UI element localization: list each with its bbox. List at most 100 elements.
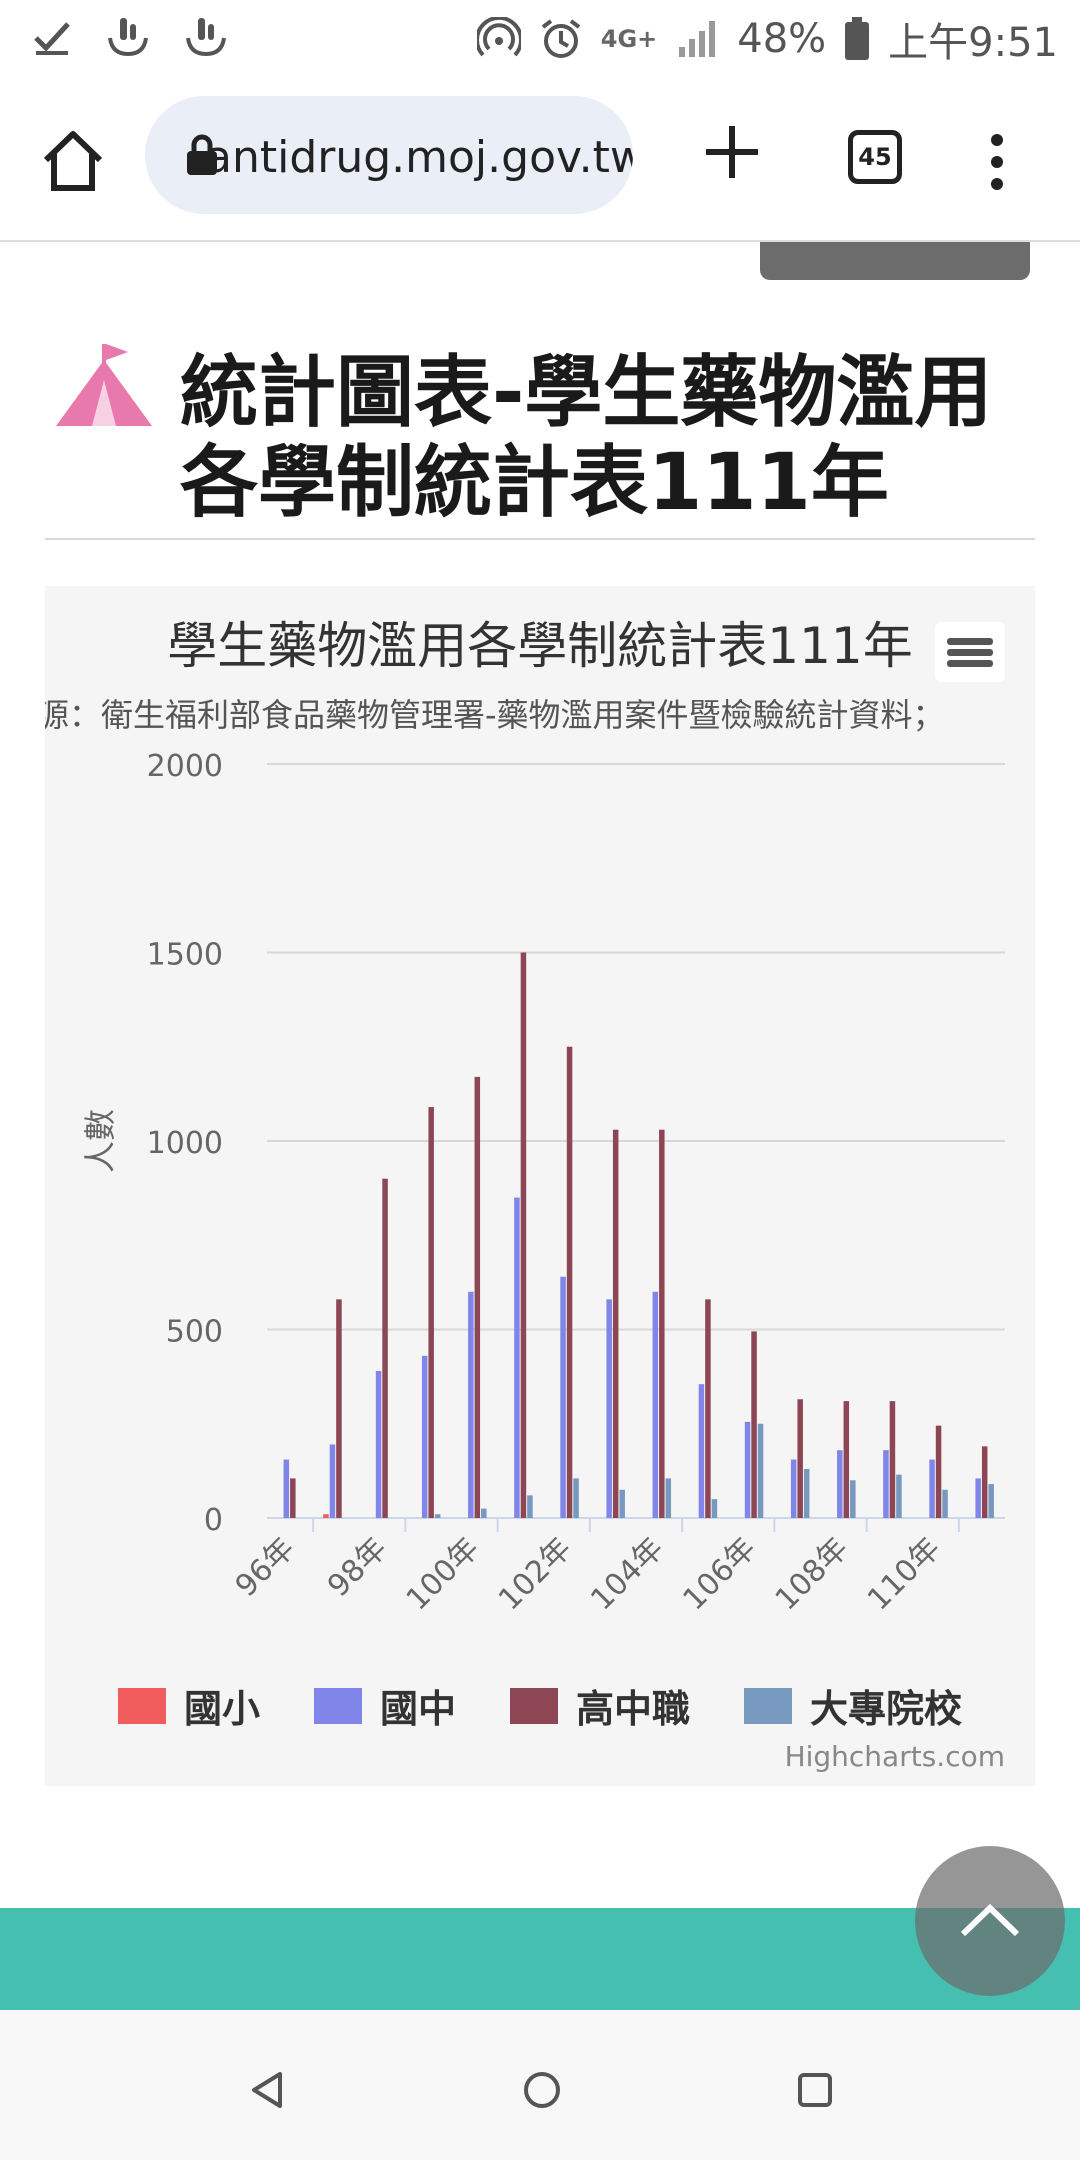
bar-大專院校-101年 bbox=[527, 1495, 533, 1518]
scroll-to-top-button[interactable] bbox=[915, 1846, 1065, 1996]
bar-chart: 0 500 1000 1500 2000 人數 96年 98年 100年 102年 104年 106年… bbox=[81, 749, 1005, 1617]
legend-item[interactable]: 大專院校 bbox=[744, 1678, 962, 1733]
bar-國中-99年 bbox=[421, 1355, 428, 1518]
chart-title: 學生藥物濫用各學制統計表111年 bbox=[167, 617, 913, 675]
back-to-home-button[interactable] bbox=[760, 242, 1030, 280]
system-status: 4G+ 48% 上午9:51 bbox=[476, 10, 1058, 68]
home-icon[interactable] bbox=[38, 126, 108, 196]
bar-高中職-106年 bbox=[751, 1331, 757, 1518]
bar-高中職-101年 bbox=[520, 952, 527, 1518]
bar-國中-98年 bbox=[375, 1370, 382, 1518]
y-tick-label: 1000 bbox=[147, 1126, 223, 1161]
legend-swatch bbox=[117, 1687, 166, 1724]
bar-高中職-110年 bbox=[935, 1425, 942, 1518]
bar-高中職-96年 bbox=[290, 1478, 296, 1518]
browser-toolbar: antidrug.moj.gov.tw 45 bbox=[0, 80, 1080, 242]
legend-swatch bbox=[313, 1687, 362, 1724]
x-tick-label: 100年 bbox=[400, 1531, 486, 1617]
bar-高中職-102年 bbox=[566, 1046, 573, 1518]
x-tick-label: 110年 bbox=[861, 1531, 947, 1617]
bar-國中-103年 bbox=[606, 1299, 612, 1518]
bar-國中-108年 bbox=[837, 1450, 843, 1518]
url-text: antidrug.moj.gov.tw bbox=[205, 132, 633, 183]
bar-國小-97年 bbox=[323, 1514, 329, 1518]
bar-高中職-104年 bbox=[659, 1129, 665, 1518]
x-tick-label: 102年 bbox=[492, 1531, 578, 1617]
lock-icon bbox=[187, 134, 217, 175]
chart-container: 0 500 1000 1500 2000 人數 96年 98年 100年 102年 104年 106年… bbox=[45, 586, 1035, 1786]
bar-大專院校-111年 bbox=[988, 1484, 994, 1518]
bar-高中職-100年 bbox=[474, 1076, 481, 1518]
bar-國中-101年 bbox=[514, 1197, 520, 1518]
x-tick-label: 106年 bbox=[677, 1531, 763, 1617]
chevron-up-icon bbox=[960, 1903, 1020, 1937]
bar-國中-106年 bbox=[744, 1421, 751, 1518]
y-axis-label: 人數 bbox=[81, 1109, 119, 1173]
battery-icon bbox=[845, 17, 870, 60]
bar-大專院校-110年 bbox=[942, 1489, 948, 1518]
y-tick-label: 2000 bbox=[147, 749, 223, 784]
tab-switcher-button[interactable]: 45 bbox=[848, 130, 902, 184]
y-tick-label: 1500 bbox=[147, 938, 223, 973]
x-tick-label: 96年 bbox=[229, 1531, 302, 1604]
bar-大專院校-109年 bbox=[896, 1474, 902, 1518]
url-value: antidrug.moj.gov.tw bbox=[205, 132, 633, 183]
hotspot-icon bbox=[476, 17, 521, 57]
home-circle-icon[interactable] bbox=[522, 2070, 562, 2110]
bar-國中-111年 bbox=[975, 1478, 981, 1518]
chart-credits[interactable]: Highcharts.com bbox=[784, 1740, 1005, 1773]
legend-label: 高中職 bbox=[576, 1687, 691, 1731]
x-tick-label: 98年 bbox=[321, 1531, 394, 1604]
clock: 上午9:51 bbox=[888, 20, 1058, 66]
address-bar[interactable]: antidrug.moj.gov.tw bbox=[145, 96, 633, 214]
legend-swatch bbox=[510, 1687, 558, 1724]
legend-item[interactable]: 國小 bbox=[117, 1678, 260, 1733]
bar-高中職-109年 bbox=[889, 1401, 896, 1518]
legend-swatch bbox=[744, 1687, 793, 1724]
footer-band bbox=[0, 1908, 1080, 2010]
chart-menu-button[interactable] bbox=[935, 622, 1005, 682]
touch-icon bbox=[186, 18, 226, 57]
bar-大專院校-105年 bbox=[711, 1499, 718, 1518]
y-tick-label: 0 bbox=[204, 1503, 223, 1538]
bar-大專院校-107年 bbox=[803, 1468, 810, 1518]
tent-flag-icon bbox=[56, 344, 152, 426]
notification-icons bbox=[32, 14, 228, 58]
x-tick-label: 104年 bbox=[584, 1531, 670, 1617]
bar-大專院校-104年 bbox=[665, 1478, 672, 1518]
bar-高中職-107年 bbox=[797, 1399, 803, 1518]
bar-高中職-108年 bbox=[843, 1401, 850, 1518]
bar-國中-104年 bbox=[652, 1291, 659, 1518]
bar-國中-96年 bbox=[283, 1459, 290, 1518]
bar-大專院校-108年 bbox=[850, 1480, 856, 1518]
chart-legend: 國小 國中 高中職 大專院校 bbox=[45, 1678, 1035, 1733]
bar-高中職-97年 bbox=[336, 1299, 342, 1518]
kebab-icon[interactable] bbox=[982, 132, 1012, 192]
recent-apps-icon[interactable] bbox=[795, 2070, 835, 2110]
bar-國中-110年 bbox=[929, 1459, 935, 1518]
back-icon[interactable] bbox=[248, 2070, 288, 2110]
check-icon bbox=[34, 22, 70, 55]
legend-label: 國小 bbox=[183, 1687, 260, 1731]
bar-高中職-103年 bbox=[612, 1129, 619, 1518]
status-bar: 4G+ 48% 上午9:51 bbox=[0, 0, 1080, 80]
network-type: 4G+ bbox=[600, 25, 658, 53]
navigation-bar bbox=[0, 2010, 1080, 2160]
bar-大專院校-100年 bbox=[481, 1508, 487, 1518]
bar-高中職-111年 bbox=[981, 1446, 988, 1518]
bar-國中-100年 bbox=[468, 1291, 474, 1518]
legend-item[interactable]: 高中職 bbox=[510, 1678, 690, 1733]
chart-subtitle: 源：衛生福利部食品藥物管理署-藥物濫用案件暨檢驗統計資料； bbox=[45, 696, 945, 734]
bar-高中職-98年 bbox=[382, 1178, 388, 1518]
legend-label: 大專院校 bbox=[810, 1687, 963, 1731]
plus-icon[interactable] bbox=[700, 120, 764, 184]
bar-國中-97年 bbox=[329, 1444, 336, 1518]
bar-大專院校-106年 bbox=[757, 1423, 764, 1518]
bar-大專院校-103年 bbox=[619, 1489, 625, 1518]
touch-icon bbox=[108, 18, 148, 57]
legend-item[interactable]: 國中 bbox=[313, 1678, 456, 1733]
page-title: 統計圖表-學生藥物濫用各學制統計表111年 bbox=[180, 348, 993, 528]
signal-icon bbox=[679, 21, 716, 57]
x-tick-label: 108年 bbox=[769, 1531, 855, 1617]
bar-國中-109年 bbox=[883, 1450, 889, 1518]
